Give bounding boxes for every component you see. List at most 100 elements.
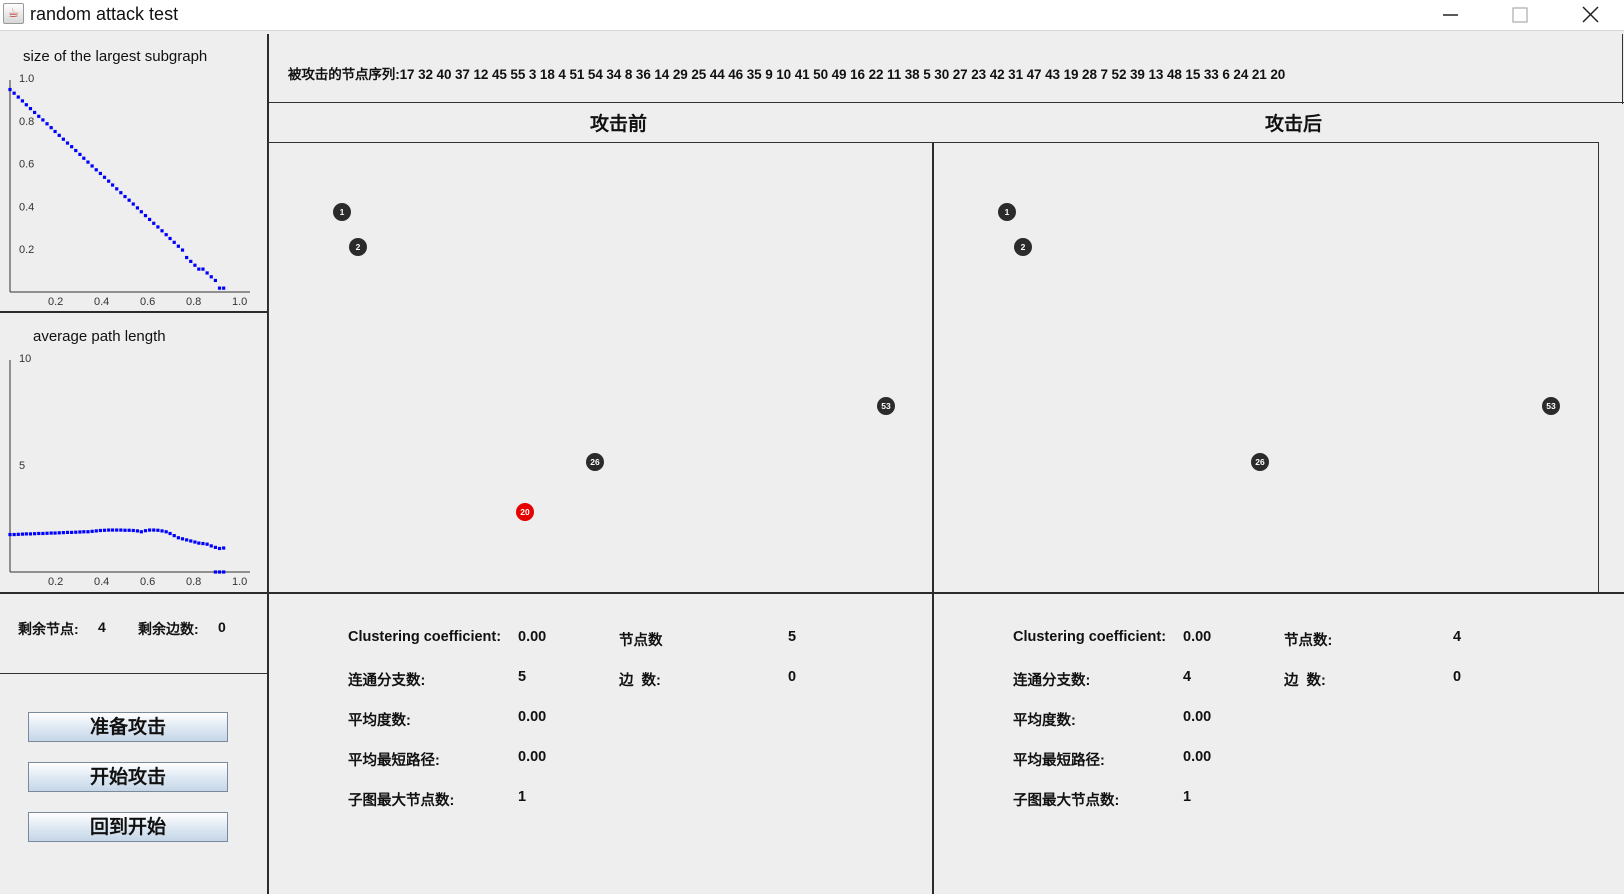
after-clustering-value: 0.00 [1183, 629, 1212, 645]
data-point [205, 542, 209, 546]
graph-node[interactable]: 26 [586, 453, 604, 471]
minimize-button[interactable] [1415, 0, 1485, 30]
data-point [197, 267, 201, 271]
data-point [213, 545, 217, 549]
graph-node[interactable]: 26 [1251, 453, 1269, 471]
data-point [45, 122, 49, 126]
before-clustering-value: 0.00 [518, 629, 547, 645]
sequence-divider [268, 102, 1624, 103]
data-point [131, 528, 135, 533]
data-point [94, 168, 98, 172]
close-icon [1582, 6, 1599, 23]
data-point [57, 133, 61, 137]
data-point [41, 118, 45, 122]
graph-node[interactable]: 53 [1542, 397, 1560, 415]
data-point [222, 546, 226, 550]
data-point [24, 103, 28, 107]
data-point [107, 528, 111, 532]
data-point [217, 286, 222, 290]
data-point [123, 528, 127, 532]
close-button[interactable] [1555, 0, 1624, 30]
data-point [8, 532, 12, 537]
before-avg-degree-label: 平均度数: [348, 713, 411, 729]
before-max-subgraph-value: 1 [518, 789, 527, 805]
after-clustering-label: Clustering coefficient: [1013, 629, 1167, 645]
data-point [115, 187, 119, 191]
java-cup-icon: ☕ [3, 3, 24, 24]
data-point [61, 531, 65, 535]
data-point [172, 534, 176, 538]
remaining-nodes-label: 剩余节点: [18, 621, 79, 637]
before-clustering-label: Clustering coefficient: [348, 629, 502, 645]
graph-node-attacked[interactable]: 20 [516, 503, 534, 521]
after-components-value: 4 [1183, 669, 1192, 685]
average-path-chart: 0.2 0.4 0.6 0.8 1.0 10 5 [8, 353, 250, 588]
graph-node[interactable]: 1 [998, 203, 1016, 221]
prepare-attack-button[interactable]: 准备攻击 [28, 712, 228, 742]
data-point [160, 229, 164, 233]
data-point [139, 530, 143, 534]
data-point [33, 532, 37, 536]
maximize-icon [1512, 7, 1528, 23]
data-point [98, 171, 102, 176]
data-point [98, 528, 102, 533]
data-point [102, 528, 107, 532]
window-title: random attack test [30, 4, 179, 24]
after-nodes-label: 节点数: [1284, 633, 1333, 649]
after-avg-path-value: 0.00 [1183, 749, 1212, 765]
attack-sequence-label: 被攻击的节点序列: [288, 67, 400, 82]
data-point [168, 236, 172, 241]
data-point [209, 544, 213, 548]
data-point [70, 145, 74, 149]
x-tick-label: 0.4 [94, 296, 109, 308]
y-tick-label: 0.8 [19, 116, 34, 128]
attack-sequence-values: 17 32 40 37 12 45 55 3 18 4 51 54 34 8 3… [399, 67, 1286, 82]
remaining-edges-label: 剩余边数: [138, 621, 199, 637]
data-point [217, 546, 222, 551]
window-titlebar[interactable] [0, 0, 1624, 31]
remaining-edges-value: 0 [218, 619, 226, 635]
data-point [45, 531, 49, 535]
buttons-divider [0, 673, 268, 674]
graph-node[interactable]: 2 [1014, 238, 1032, 256]
data-point [20, 99, 25, 103]
data-point [164, 530, 168, 534]
data-point [65, 141, 70, 145]
chart-divider [0, 311, 268, 313]
data-point [185, 255, 189, 260]
after-nodes-value: 4 [1453, 629, 1462, 645]
x-tick-label: 1.0 [232, 576, 247, 588]
data-point [37, 114, 41, 118]
data-point [115, 528, 119, 532]
graph-node[interactable]: 1 [333, 203, 351, 221]
before-edges-label: 边 数: [619, 673, 661, 689]
graph-node[interactable]: 53 [877, 397, 895, 415]
data-point [16, 532, 20, 536]
remaining-nodes-value: 4 [98, 619, 106, 635]
x-tick-label: 1.0 [232, 296, 247, 308]
before-avg-degree-value: 0.00 [518, 709, 547, 725]
data-point [222, 286, 226, 290]
after-edges-label: 边 数: [1284, 673, 1326, 689]
maximize-button[interactable] [1485, 0, 1555, 30]
graph-frame [268, 142, 1599, 594]
data-point [41, 531, 45, 536]
data-point [176, 536, 180, 540]
data-point [12, 91, 16, 95]
graph-node[interactable]: 2 [349, 238, 367, 256]
data-point [61, 137, 65, 141]
stats-divider [0, 592, 1624, 594]
data-point [90, 529, 94, 533]
back-to-start-button[interactable]: 回到开始 [28, 812, 228, 842]
start-attack-button[interactable]: 开始攻击 [28, 762, 228, 792]
after-avg-degree-value: 0.00 [1183, 709, 1212, 725]
data-point [119, 191, 123, 195]
data-point [213, 570, 217, 574]
data-point [156, 528, 160, 532]
data-point [127, 528, 131, 532]
data-point [193, 263, 197, 267]
before-components-value: 5 [518, 669, 527, 685]
data-point [110, 183, 115, 187]
y-tick-label: 5 [19, 460, 25, 472]
data-point [57, 531, 61, 535]
